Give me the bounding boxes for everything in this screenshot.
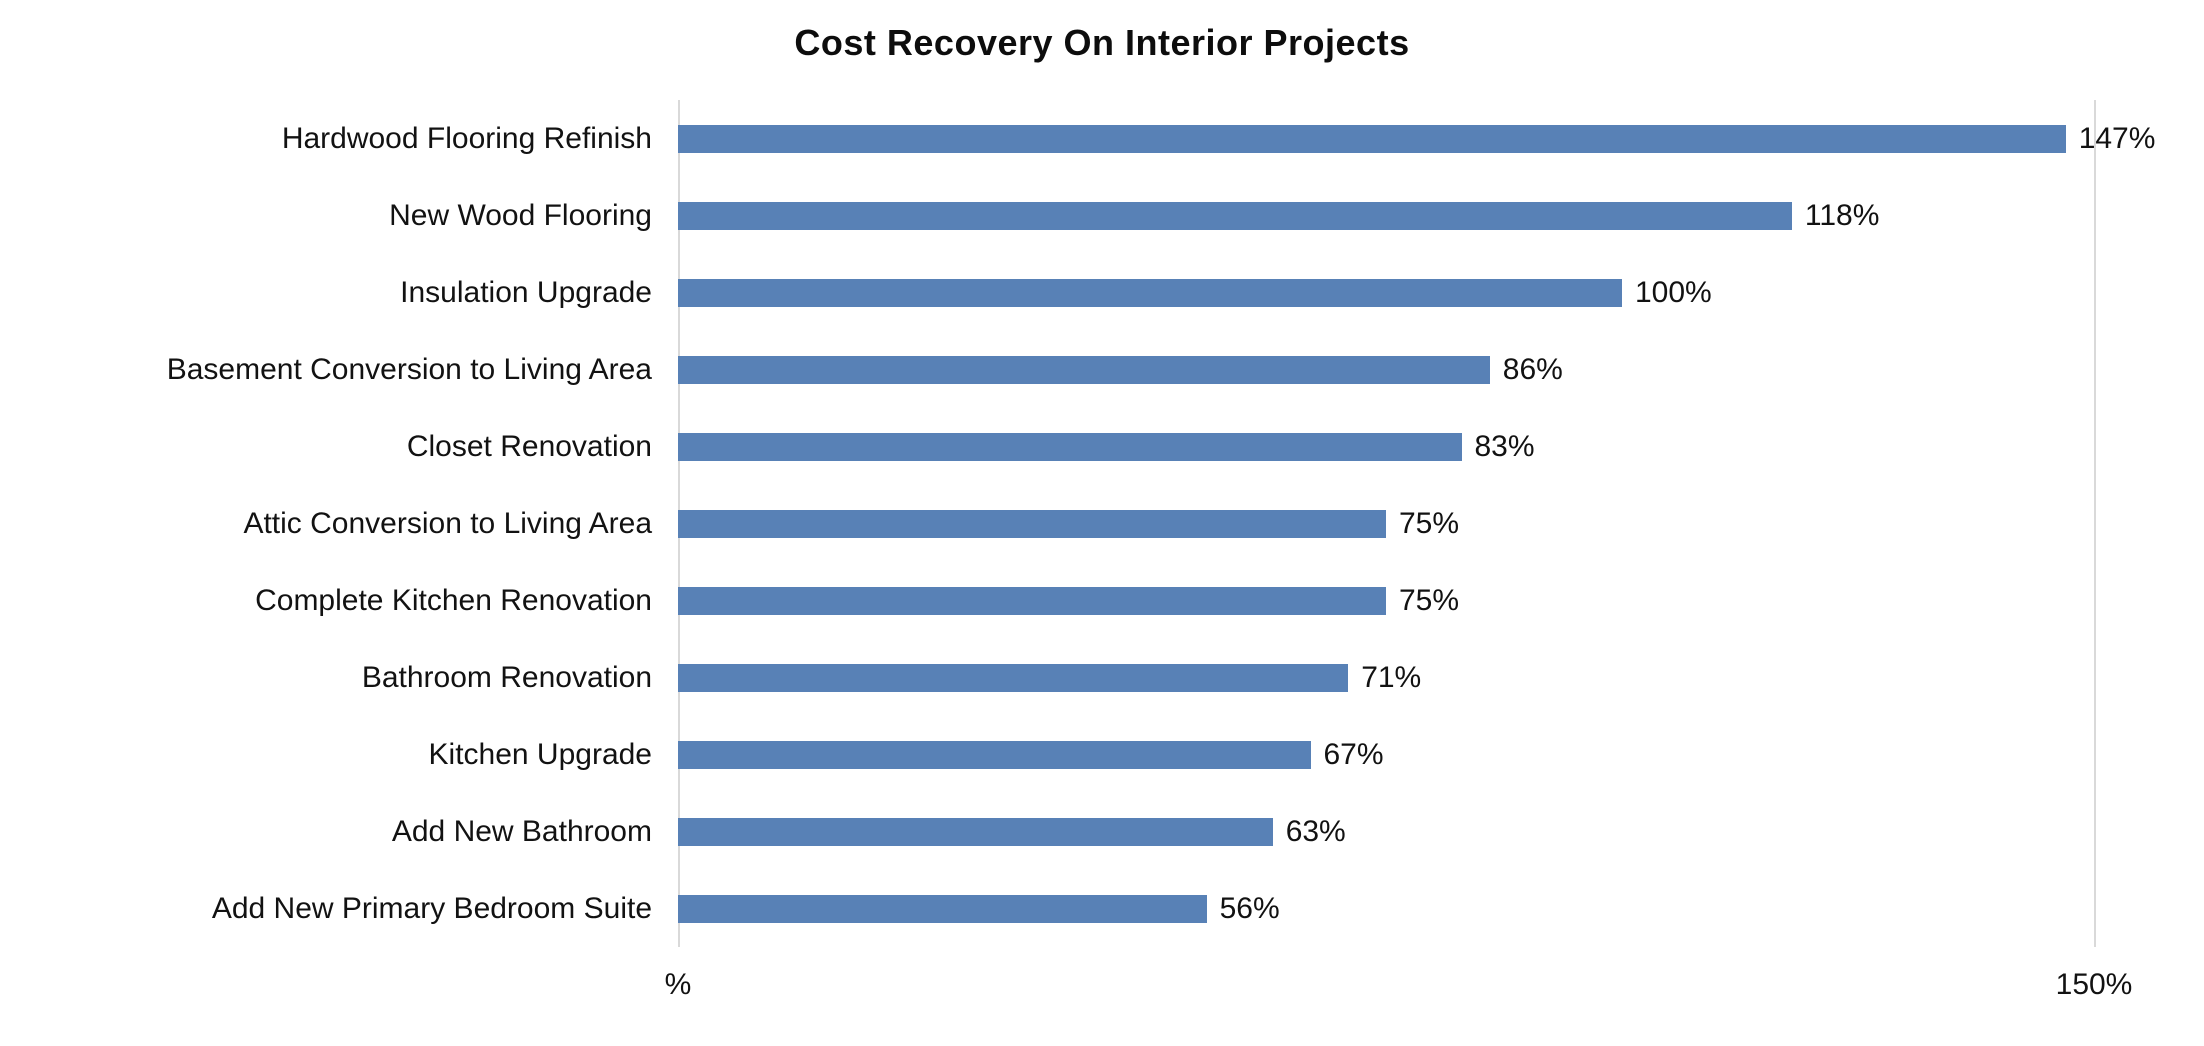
value-label: 75% [1399, 506, 1460, 540]
bar-zone: 71% [678, 639, 2204, 716]
bar-zone: 75% [678, 485, 2204, 562]
value-label: 100% [1635, 275, 1712, 309]
category-label: Add New Bathroom [391, 814, 652, 848]
value-label: 56% [1219, 891, 1280, 925]
value-label: 147% [2078, 121, 2156, 155]
bar-row: Bathroom Renovation 71% [0, 639, 2204, 716]
value-label: 75% [1399, 583, 1460, 617]
bar-zone: 118% [678, 177, 2204, 254]
bar [678, 355, 1490, 384]
bar-row: Kitchen Upgrade 67% [0, 716, 2204, 793]
bar [678, 740, 1311, 769]
bar-row: Add New Primary Bedroom Suite 56% [0, 870, 2204, 947]
category-label: Closet Renovation [406, 429, 652, 463]
bar [678, 817, 1273, 846]
value-label: 67% [1323, 737, 1384, 771]
category-label: Complete Kitchen Renovation [255, 583, 652, 617]
value-label: 118% [1804, 198, 1880, 232]
category-label: Bathroom Renovation [361, 660, 652, 694]
plot-area: Hardwood Flooring Refinish 147% New Wood F… [0, 100, 2204, 947]
bar-row: New Wood Flooring 118% [0, 177, 2204, 254]
category-label: Kitchen Upgrade [428, 737, 652, 771]
bar-row: Hardwood Flooring Refinish 147% [0, 100, 2204, 177]
value-label: 86% [1502, 352, 1563, 386]
x-axis-tick-zero: % [664, 968, 692, 1001]
bar [678, 124, 2066, 153]
bar-zone: 56% [678, 870, 2204, 947]
bar [678, 509, 1386, 538]
bar-zone: 147% [678, 100, 2204, 177]
bar-row: Complete Kitchen Renovation 75% [0, 562, 2204, 639]
bar [678, 432, 1462, 461]
category-label: Insulation Upgrade [400, 275, 652, 309]
x-axis-tick-150: 150% [2055, 968, 2133, 1001]
bar-zone: 86% [678, 331, 2204, 408]
bar-zone: 63% [678, 793, 2204, 870]
value-label: 83% [1474, 429, 1535, 463]
category-label: Hardwood Flooring Refinish [281, 121, 652, 155]
bar-row: Basement Conversion to Living Area 86% [0, 331, 2204, 408]
category-label: Attic Conversion to Living Area [243, 506, 652, 540]
bar [678, 201, 1792, 230]
bar-row: Add New Bathroom 63% [0, 793, 2204, 870]
bar [678, 663, 1349, 692]
chart-title: Cost Recovery On Interior Projects [794, 22, 1410, 63]
bar-zone: 83% [678, 408, 2204, 485]
bar [678, 278, 1622, 307]
bar-zone: 75% [678, 562, 2204, 639]
gridline-150-percent [2094, 100, 2096, 947]
bar-row: Closet Renovation 83% [0, 408, 2204, 485]
category-label: Add New Primary Bedroom Suite [211, 891, 652, 925]
bar [678, 586, 1386, 615]
bar-zone: 100% [678, 254, 2204, 331]
category-label: New Wood Flooring [389, 198, 652, 232]
bar-row: Attic Conversion to Living Area 75% [0, 485, 2204, 562]
value-label: 71% [1361, 660, 1422, 694]
bar-row: Insulation Upgrade 100% [0, 254, 2204, 331]
bar-zone: 67% [678, 716, 2204, 793]
category-label: Basement Conversion to Living Area [166, 352, 652, 386]
value-label: 63% [1285, 814, 1346, 848]
bar [678, 894, 1207, 923]
bar-rows-container: Hardwood Flooring Refinish 147% New Wood F… [0, 100, 2204, 947]
